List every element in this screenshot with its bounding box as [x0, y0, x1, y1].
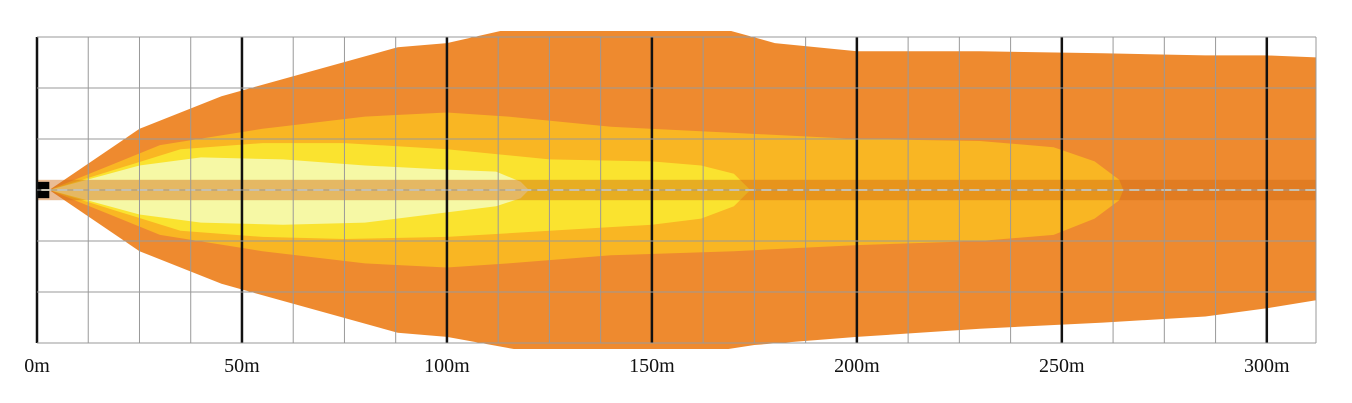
x-tick-label: 100m — [424, 355, 470, 377]
x-tick-label: 150m — [629, 355, 675, 377]
x-tick-label: 0m — [24, 355, 50, 377]
x-tick-label: 300m — [1244, 355, 1290, 377]
grid — [35, 36, 1317, 344]
x-tick-label: 250m — [1039, 355, 1085, 377]
x-tick-label: 50m — [224, 355, 260, 377]
x-axis-tick-labels: 0m 50m 100m 150m 200m 250m 300m — [24, 355, 1290, 377]
x-tick-label: 200m — [834, 355, 880, 377]
beam-zone-core — [49, 157, 529, 225]
